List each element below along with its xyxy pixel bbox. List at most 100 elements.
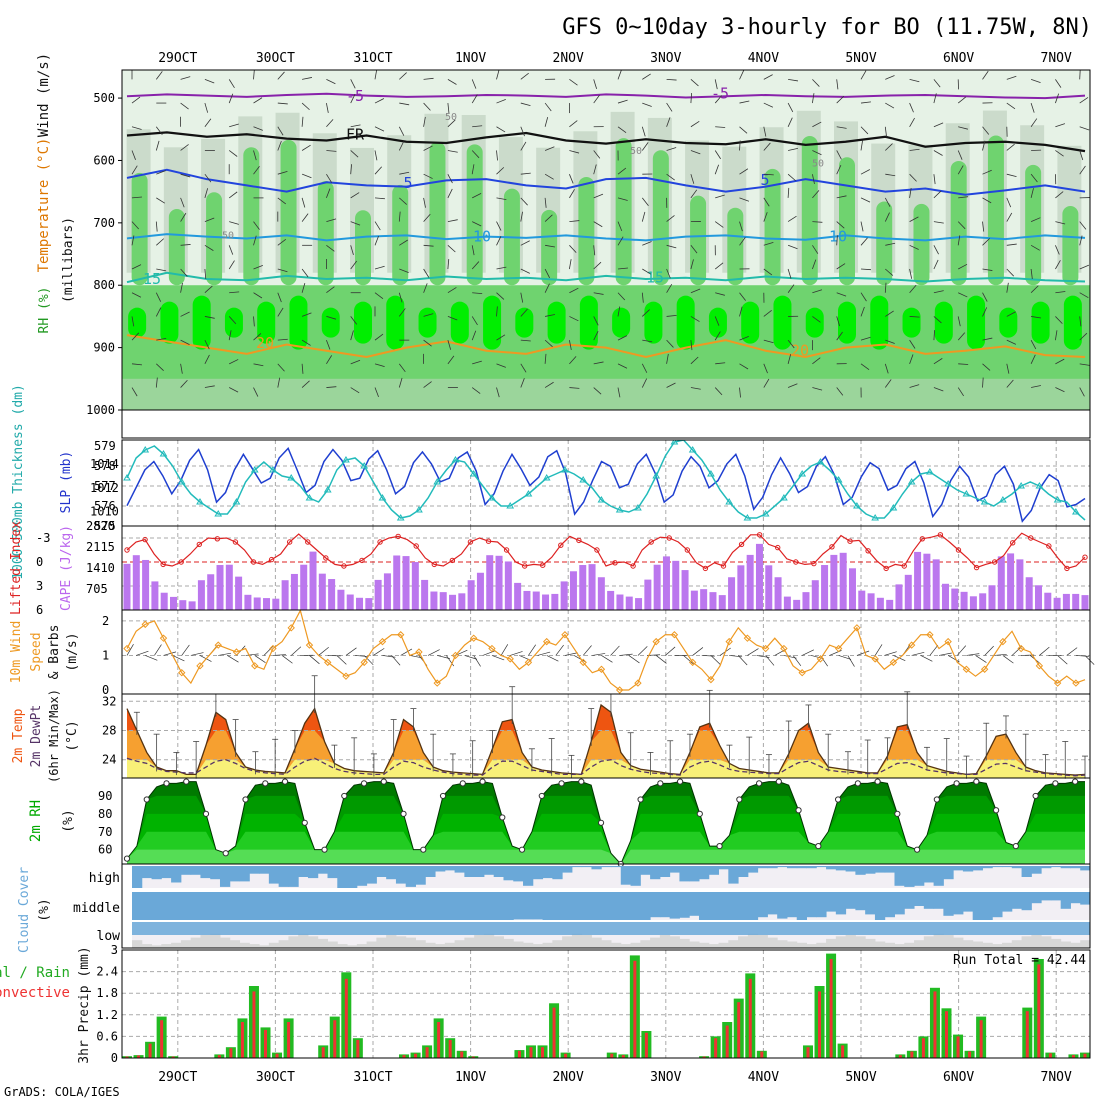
wind-barb — [715, 292, 725, 296]
cloud-cell-high — [933, 866, 944, 886]
cloud-cell-middle — [698, 892, 710, 920]
wind-speed-marker — [907, 641, 916, 649]
cape-bar — [449, 594, 457, 610]
cloud-low-upper — [132, 922, 1090, 935]
wind-barb — [569, 356, 577, 365]
cape-bar — [830, 554, 838, 610]
wind-speed-marker — [634, 679, 642, 687]
isotherm-line — [126, 334, 1086, 358]
cloud-cell-low — [552, 940, 563, 948]
wind-barb — [739, 126, 748, 134]
cloud-cell-high — [356, 866, 368, 886]
wind-speed-marker — [798, 669, 806, 677]
wind-barb — [374, 166, 382, 175]
cape-bar — [346, 594, 354, 610]
wind-barb — [350, 164, 352, 175]
wind-barb — [447, 259, 450, 270]
isotherm-label: 15 — [143, 270, 161, 288]
wind-barb — [885, 339, 895, 344]
cloud-cell-middle — [268, 892, 280, 920]
lifted-index-marker — [612, 560, 618, 566]
wind-barb — [229, 221, 239, 225]
wind-barb — [1006, 102, 1016, 110]
wind-barb — [1030, 244, 1040, 251]
wind-barb — [690, 316, 700, 322]
thickness-marker — [634, 504, 642, 511]
wind-barb — [1055, 93, 1060, 104]
wind-speed-marker — [1017, 644, 1025, 653]
wind-barb — [909, 187, 912, 198]
date-label-bottom: 1NOV — [455, 1070, 486, 1085]
cloud-cell-high — [317, 866, 329, 874]
cape-bar — [142, 559, 150, 610]
wind-barb — [957, 96, 967, 104]
wind-barb — [131, 332, 140, 341]
wind-speed-marker — [1072, 679, 1080, 687]
thickness-marker — [196, 498, 204, 505]
wind-barb — [131, 126, 142, 130]
isotherm-label: 5 — [403, 174, 412, 192]
rh-marker — [242, 796, 249, 803]
wind-barb — [1002, 655, 1014, 664]
cape-bar — [737, 565, 745, 610]
wind-barb — [909, 384, 920, 388]
cloud-cell-low — [777, 940, 788, 948]
lifted-index-marker — [305, 539, 311, 545]
precip-convective-bar — [264, 1029, 268, 1058]
wind-barb — [909, 316, 920, 318]
wind-barb — [464, 655, 478, 660]
precip-convective-bar — [217, 1055, 221, 1058]
cloud-cell-high — [620, 866, 632, 885]
wind-barb — [544, 146, 555, 151]
thickness-marker — [1053, 496, 1062, 503]
temp-tick-label: 32 — [102, 694, 116, 708]
cape-bar — [551, 593, 559, 610]
wind-barb — [423, 339, 432, 347]
cloud-cell-middle — [435, 892, 446, 920]
thickness-marker — [561, 466, 569, 473]
wind-barb — [374, 98, 385, 104]
cloud-cell-middle — [689, 892, 700, 916]
wind-barb — [131, 387, 138, 397]
wind-barb — [860, 336, 871, 341]
wind-barb — [496, 197, 507, 201]
cloud-cell-low — [1041, 936, 1052, 948]
cloud-cell-low — [591, 937, 602, 948]
cloud-cell-low — [581, 935, 592, 948]
cape-bar — [365, 598, 373, 610]
wind-barb — [496, 150, 498, 161]
cape-bar — [160, 592, 168, 610]
wind-barb — [573, 655, 586, 663]
rh-marker — [499, 814, 506, 821]
wind-barb — [374, 292, 384, 300]
wind-barb — [204, 354, 210, 365]
cloud-cell-low — [474, 935, 485, 948]
wind-barb — [253, 363, 264, 367]
cloud-cell-low — [523, 942, 534, 948]
wind-barb — [690, 356, 699, 365]
cape-bar — [681, 570, 689, 610]
wind-barb — [1079, 332, 1088, 341]
rh-moist-column — [541, 209, 558, 286]
wind-barb — [666, 78, 677, 81]
lifted-index-marker — [214, 536, 221, 542]
wind-barb — [909, 102, 914, 113]
cloud-cell-low — [259, 945, 270, 948]
wind-barb — [593, 94, 600, 104]
cloud-cell-high — [161, 866, 172, 879]
cloud-cell-middle — [611, 892, 622, 920]
thickness-marker — [488, 494, 496, 501]
rh-moist-column — [652, 150, 669, 286]
cloud-cell-middle — [1050, 892, 1062, 901]
wind-barb — [544, 268, 550, 279]
wind-speed-marker — [269, 644, 277, 653]
wind-barb — [180, 76, 191, 80]
wind-barb — [423, 244, 434, 247]
precip-convective-bar — [448, 1040, 452, 1058]
rh-saturated-patch — [999, 307, 1018, 338]
wind-barb — [933, 387, 944, 392]
cloud-cell-high — [552, 866, 563, 880]
wind-barb — [326, 173, 333, 183]
cape-bar — [402, 556, 410, 610]
isotherm-label: 5 — [760, 171, 769, 189]
